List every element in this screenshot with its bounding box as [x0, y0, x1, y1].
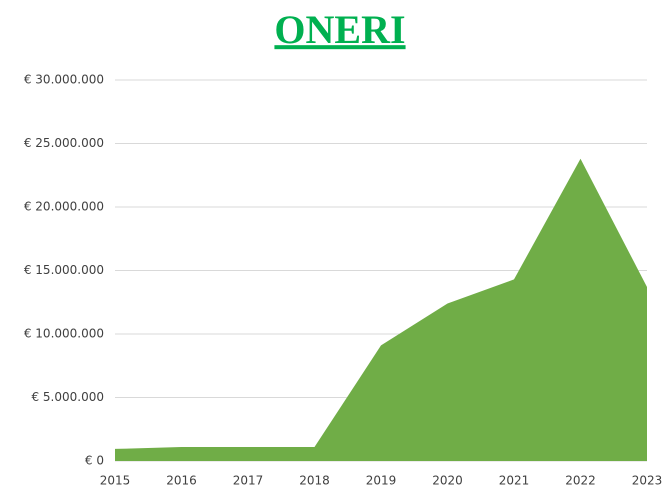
y-tick-label: € 15.000.000	[24, 263, 104, 277]
x-tick-label: 2020	[432, 474, 463, 488]
y-tick-label: € 10.000.000	[24, 327, 104, 341]
x-tick-label: 2018	[299, 474, 330, 488]
x-tick-label: 2022	[565, 474, 596, 488]
x-tick-label: 2023	[632, 474, 663, 488]
x-tick-label: 2021	[499, 474, 530, 488]
y-tick-label: € 30.000.000	[24, 73, 104, 87]
x-tick-label: 2015	[100, 474, 131, 488]
y-tick-label: € 0	[85, 454, 104, 468]
x-tick-label: 2019	[366, 474, 397, 488]
area	[115, 158, 647, 462]
chart-title: ONERI	[274, 7, 405, 52]
y-tick-label: € 5.000.000	[31, 390, 104, 404]
y-tick-label: € 20.000.000	[24, 200, 104, 214]
x-tick-label: 2017	[233, 474, 264, 488]
x-tick-label: 2016	[166, 474, 197, 488]
y-tick-label: € 25.000.000	[24, 136, 104, 150]
